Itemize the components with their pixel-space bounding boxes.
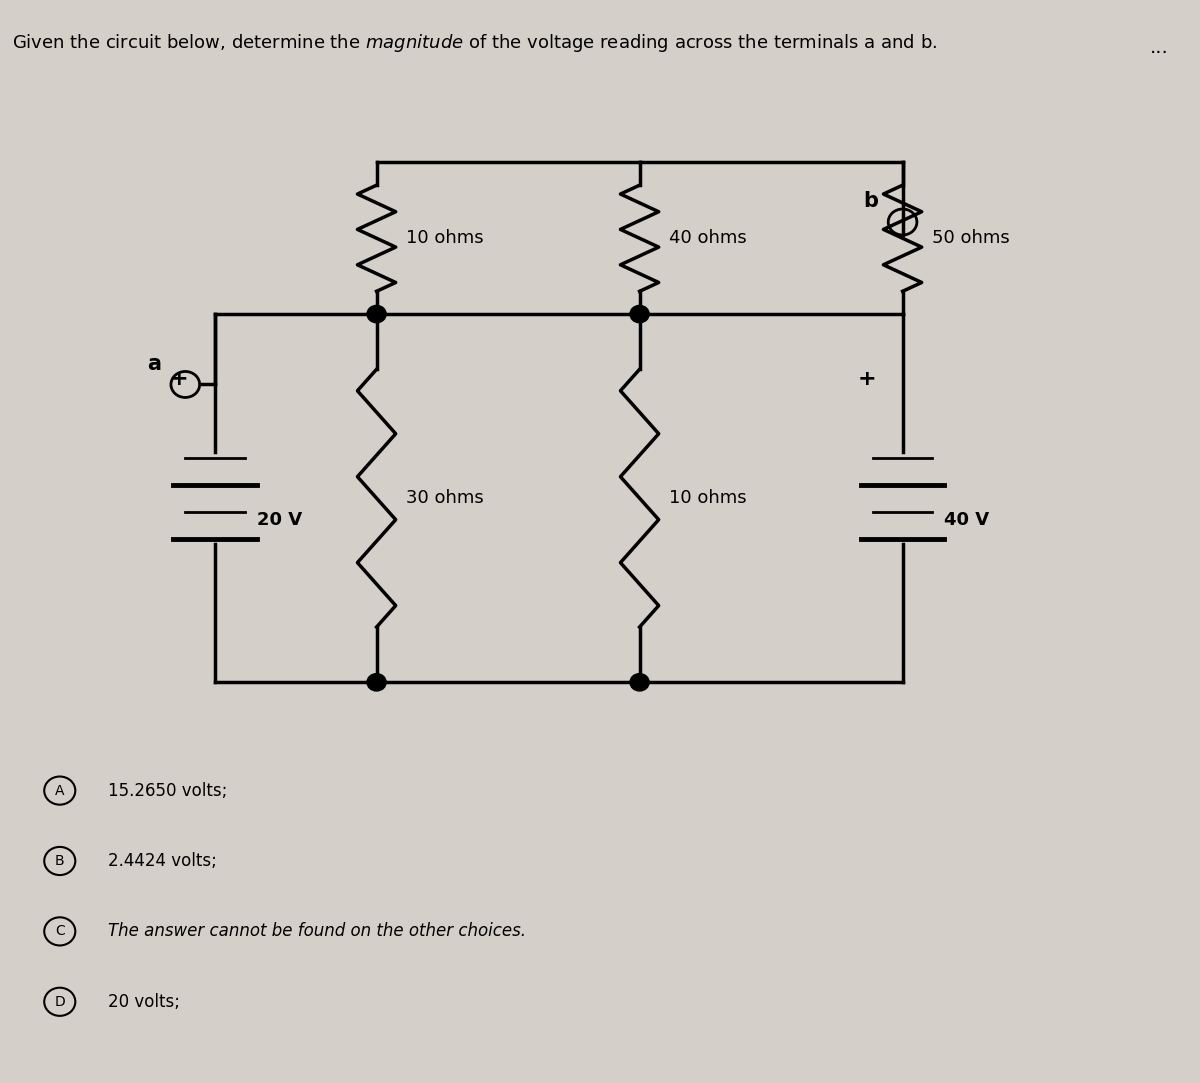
Circle shape xyxy=(367,674,386,691)
Text: 30 ohms: 30 ohms xyxy=(407,490,485,507)
Text: 20 V: 20 V xyxy=(257,511,302,529)
Text: D: D xyxy=(54,995,65,1008)
Text: A: A xyxy=(55,784,65,797)
Text: ...: ... xyxy=(1151,38,1169,57)
Text: 10 ohms: 10 ohms xyxy=(407,230,484,247)
Text: b: b xyxy=(864,192,878,211)
Text: 20 volts;: 20 volts; xyxy=(108,993,180,1010)
Text: 50 ohms: 50 ohms xyxy=(932,230,1010,247)
Text: 40 V: 40 V xyxy=(944,511,990,529)
Text: Given the circuit below, determine the $\it{magnitude}$ of the voltage reading a: Given the circuit below, determine the $… xyxy=(12,32,937,54)
Text: C: C xyxy=(55,925,65,938)
Text: 15.2650 volts;: 15.2650 volts; xyxy=(108,782,227,799)
Circle shape xyxy=(630,305,649,323)
Text: 40 ohms: 40 ohms xyxy=(670,230,748,247)
Text: 2.4424 volts;: 2.4424 volts; xyxy=(108,852,216,870)
Circle shape xyxy=(630,674,649,691)
Text: B: B xyxy=(55,854,65,867)
Text: The answer cannot be found on the other choices.: The answer cannot be found on the other … xyxy=(108,923,526,940)
Text: 10 ohms: 10 ohms xyxy=(670,490,748,507)
Text: +: + xyxy=(857,369,876,389)
Circle shape xyxy=(367,305,386,323)
Text: a: a xyxy=(148,354,161,374)
Text: +: + xyxy=(170,369,188,389)
